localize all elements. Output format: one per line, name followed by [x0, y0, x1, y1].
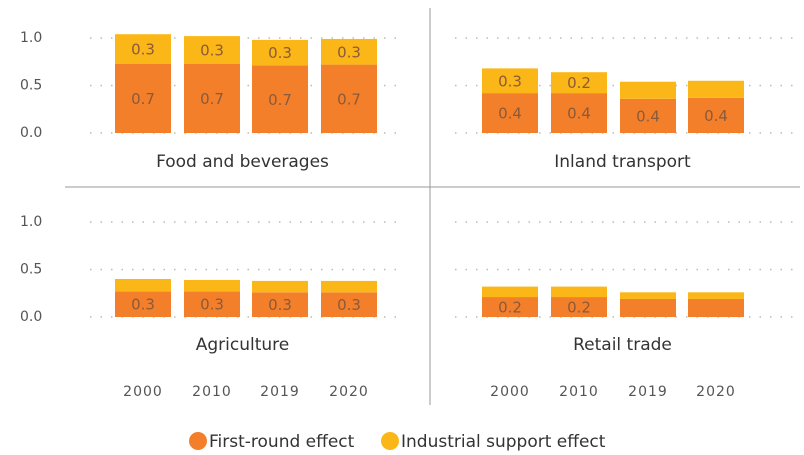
bar-segment	[115, 34, 171, 64]
panel-title: Food and beverages	[156, 152, 329, 172]
bar-segment	[252, 280, 308, 293]
bar-segment	[184, 291, 240, 317]
x-tick-label: 2020	[696, 384, 736, 400]
bar-segment	[482, 68, 538, 94]
bar-segment	[551, 297, 607, 317]
x-tick-label: 2010	[559, 384, 599, 400]
value-label: 0.3	[268, 44, 292, 62]
value-label: 0.3	[337, 296, 361, 314]
bar-segment	[115, 279, 171, 292]
bar-segment	[620, 81, 676, 99]
bar-segment	[321, 38, 377, 65]
value-label: 0.3	[131, 40, 155, 58]
x-tick-label: 2020	[329, 384, 369, 400]
value-label: 0.3	[268, 296, 292, 314]
x-tick-label: 2010	[192, 384, 232, 400]
value-label: 0.3	[498, 72, 522, 90]
bar-segment	[688, 97, 744, 133]
value-label: 0.7	[268, 91, 292, 109]
value-label: 0.4	[704, 107, 728, 125]
y-tick-label: 1.0	[20, 30, 42, 46]
bar-segment	[620, 292, 676, 299]
bar-segment	[321, 292, 377, 317]
legend-label: First-round effect	[209, 432, 355, 452]
bar-segment	[551, 286, 607, 298]
bar-segment	[482, 297, 538, 317]
bar-segment	[620, 298, 676, 317]
legend-swatch	[189, 432, 207, 450]
value-label: 0.3	[131, 296, 155, 314]
bar-segment	[252, 65, 308, 133]
value-label: 0.3	[200, 41, 224, 59]
y-tick-label: 0.5	[20, 262, 42, 278]
value-label: 0.3	[337, 43, 361, 61]
bar-segment	[688, 292, 744, 299]
bar-segment	[620, 98, 676, 133]
bar-segment	[184, 279, 240, 292]
bar-segment	[482, 93, 538, 133]
bar-segment	[321, 280, 377, 293]
value-label: 0.4	[567, 105, 591, 123]
bar-segment	[688, 80, 744, 98]
y-tick-label: 0.0	[20, 125, 42, 141]
bar-segment	[551, 93, 607, 133]
bar-segment	[321, 64, 377, 133]
bar-segment	[115, 63, 171, 133]
value-label: 0.4	[498, 105, 522, 123]
bar-segment	[252, 292, 308, 317]
y-tick-label: 0.5	[20, 78, 42, 94]
x-tick-label: 2000	[490, 384, 530, 400]
x-tick-label: 2000	[123, 384, 163, 400]
value-label: 0.7	[337, 90, 361, 108]
bar-segment	[688, 298, 744, 317]
legend-label: Industrial support effect	[401, 432, 606, 452]
value-label: 0.7	[200, 90, 224, 108]
x-tick-label: 2019	[628, 384, 668, 400]
value-label: 0.2	[498, 299, 522, 317]
y-tick-label: 1.0	[20, 214, 42, 230]
panel-title: Agriculture	[196, 335, 290, 355]
value-label: 0.2	[567, 299, 591, 317]
bar-segment	[252, 39, 308, 66]
value-label: 0.2	[567, 74, 591, 92]
value-label: 0.7	[131, 90, 155, 108]
x-tick-label: 2019	[260, 384, 300, 400]
panel-title: Retail trade	[573, 335, 672, 355]
value-label: 0.3	[200, 296, 224, 314]
bar-segment	[184, 36, 240, 64]
y-tick-label: 0.0	[20, 309, 42, 325]
value-label: 0.4	[636, 107, 660, 125]
legend-swatch	[381, 432, 399, 450]
bar-segment	[115, 291, 171, 317]
bar-segment	[551, 72, 607, 94]
panel-title: Inland transport	[554, 152, 691, 172]
bar-segment	[482, 286, 538, 298]
bar-segment	[184, 63, 240, 133]
